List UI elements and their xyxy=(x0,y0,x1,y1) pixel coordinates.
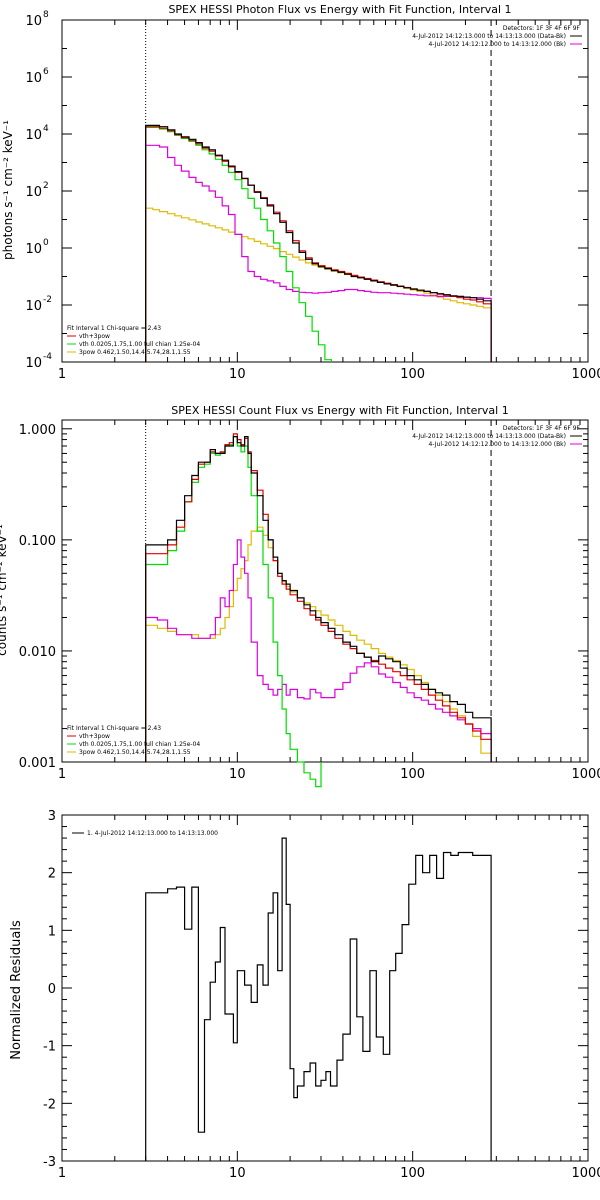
y-tick-label: -1 xyxy=(43,1040,56,1055)
y-tick-label: 10 4 xyxy=(25,124,49,143)
y-tick-exp: 6 xyxy=(43,67,49,77)
x-tick-label: 10 xyxy=(229,767,246,782)
count-flux-panel: SPEX HESSI Count Flux vs Energy with Fit… xyxy=(0,404,600,788)
y-tick-label: 0 xyxy=(48,982,56,997)
x-tick-label: 100 xyxy=(400,1166,425,1181)
legend-top-right: Detectors: 1F 3F 4F 6F 9F4-Jul-2012 14:1… xyxy=(412,25,582,48)
y-tick-exp: -4 xyxy=(43,352,52,362)
vlines xyxy=(145,20,492,362)
y-tick-exp: 4 xyxy=(43,124,49,134)
y-tick-label: 10 -2 xyxy=(25,295,52,314)
x-tick-label: 1 xyxy=(58,767,66,782)
x-tick-label: 10 xyxy=(229,367,246,382)
series-total-line xyxy=(145,837,492,1161)
y-tick-label: 0.001 xyxy=(19,756,56,771)
y-tick-label: 1 xyxy=(48,924,56,939)
legend-bl-text: vth 0.0205,1.75,1.00 full chian 1.25e-04 xyxy=(79,341,200,348)
series-fit-line xyxy=(145,126,492,362)
x-tick-label: 1 xyxy=(58,1166,66,1181)
legend-tl-text: 1. 4-Jul-2012 14:12:13.000 to 14:13:13.0… xyxy=(87,830,218,837)
y-axis-label: counts s⁻¹ cm⁻² keV⁻¹ xyxy=(0,524,9,656)
series-lines xyxy=(145,433,492,788)
y-tick-label: 1.000 xyxy=(19,423,56,438)
legend-tr-text: 4-Jul-2012 14:12:13.000 to 14:13:13.000 … xyxy=(412,433,566,440)
y-tick-base: 10 xyxy=(25,14,42,29)
legend-bl-text: vth+3pow xyxy=(79,733,110,740)
legend-bl-text: 3pow 0.462,1.50,14.4,5.74,28.1,1.55 xyxy=(79,749,191,756)
y-tick-base: 10 xyxy=(25,185,42,200)
y-tick-base: 10 xyxy=(25,299,42,314)
y-ticks: 0.001 0.010 0.100 1.000 xyxy=(19,423,588,771)
plot-frame xyxy=(61,814,589,1162)
x-tick-label: 100 xyxy=(400,767,425,782)
series-bkg-line xyxy=(145,144,492,362)
x-tick-label: 100 xyxy=(400,367,425,382)
legend-tr-text: Detectors: 1F 3F 4F 6F 9F xyxy=(503,25,581,32)
y-tick-base: 10 xyxy=(25,71,42,86)
x-tick-label: 10 xyxy=(229,1166,246,1181)
photon-flux-panel: SPEX HESSI Photon Flux vs Energy with Fi… xyxy=(1,3,600,382)
legend-bl-text: 3pow 0.462,1.50,14.4,5.74,28.1,1.55 xyxy=(79,349,191,356)
y-tick-exp: -2 xyxy=(43,295,52,305)
series-fit-line xyxy=(145,433,492,762)
legend-bl-text: vth+3pow xyxy=(79,333,110,340)
y-axis-label: Normalized Residuals xyxy=(9,920,24,1060)
chart-title: SPEX HESSI Count Flux vs Energy with Fit… xyxy=(171,404,508,417)
y-tick-label: -2 xyxy=(43,1097,56,1112)
legend-tr-text: Detectors: 1F 3F 4F 6F 9F xyxy=(503,425,581,432)
legend-tr-text: 4-Jul-2012 14:12:13.000 to 14:13:13.000 … xyxy=(412,33,566,40)
series-vth-line xyxy=(145,126,332,362)
y-tick-label: 2 xyxy=(48,867,56,882)
legend-bottom-left: Fit Interval 1 Chi-square = 2.43vth+3pow… xyxy=(67,725,200,756)
y-tick-base: 10 xyxy=(25,128,42,143)
legend-bl-text: vth 0.0205,1.75,1.00 full chian 1.25e-04 xyxy=(79,741,200,748)
y-tick-label: -3 xyxy=(43,1155,56,1170)
legend-tr-text: 4-Jul-2012 14:12:12.000 to 14:13:12.000 … xyxy=(428,441,566,448)
legend-tr-text: 4-Jul-2012 14:12:12.000 to 14:13:12.000 … xyxy=(428,41,566,48)
y-tick-exp: 2 xyxy=(43,181,49,191)
series-total-line xyxy=(145,436,492,762)
y-tick-label: 10 8 xyxy=(25,10,49,29)
y-tick-label: 10 0 xyxy=(25,238,49,257)
y-tick-label: 10 -4 xyxy=(25,352,52,371)
series-vth-line xyxy=(145,436,322,788)
y-tick-label: 0.010 xyxy=(19,645,56,660)
y-tick-exp: 8 xyxy=(43,10,49,20)
plot-frame xyxy=(61,419,589,763)
series-lines xyxy=(145,837,492,1161)
legend-bl-text: Fit Interval 1 Chi-square = 2.43 xyxy=(67,325,161,332)
series-pow-line xyxy=(145,526,492,762)
plot-frame xyxy=(61,19,589,363)
y-tick-label: 0.100 xyxy=(19,534,56,549)
series-total-line xyxy=(145,124,492,362)
y-ticks: -3 -2 -1 0 1 2 3 xyxy=(43,809,588,1170)
legend-bl-text: Fit Interval 1 Chi-square = 2.43 xyxy=(67,725,161,732)
y-axis-label: photons s⁻¹ cm⁻² keV⁻¹ xyxy=(1,120,15,260)
x-tick-label: 1 xyxy=(58,367,66,382)
y-tick-label: 3 xyxy=(48,809,56,824)
y-tick-label: 10 6 xyxy=(25,67,49,86)
y-tick-base: 10 xyxy=(25,356,42,371)
legend-top-right: Detectors: 1F 3F 4F 6F 9F4-Jul-2012 14:1… xyxy=(412,425,582,448)
legend-bottom-left: Fit Interval 1 Chi-square = 2.43vth+3pow… xyxy=(67,325,200,356)
y-tick-base: 10 xyxy=(25,242,42,257)
y-tick-label: 10 2 xyxy=(25,181,48,200)
chart-title: SPEX HESSI Photon Flux vs Energy with Fi… xyxy=(168,3,511,16)
legend-top-left: 1. 4-Jul-2012 14:12:13.000 to 14:13:13.0… xyxy=(72,830,218,837)
series-lines xyxy=(145,124,492,362)
y-tick-exp: 0 xyxy=(43,238,49,248)
series-bkg-line xyxy=(145,539,492,762)
vlines xyxy=(145,420,492,762)
